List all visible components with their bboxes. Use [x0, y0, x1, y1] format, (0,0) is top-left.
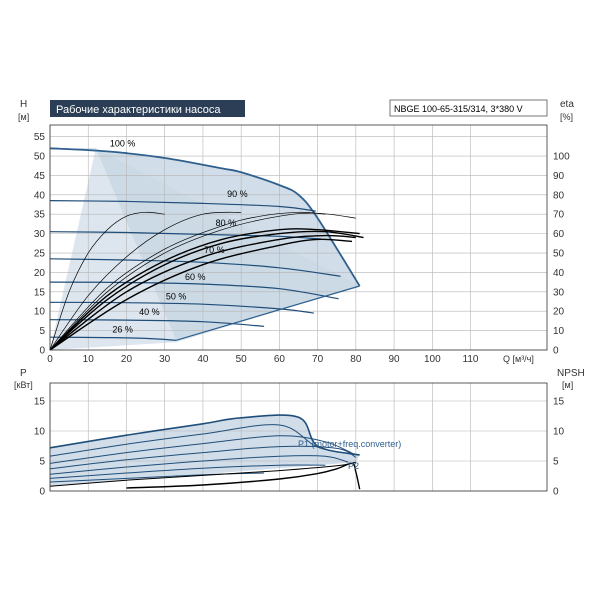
title-box — [50, 100, 245, 117]
npsh-tick-label: 10 — [553, 427, 565, 438]
y-tick-label: 25 — [34, 249, 46, 260]
p1-annotation: P1 (motor+freq.converter) — [298, 439, 401, 449]
efficiency-curve — [49, 228, 360, 351]
head-curve-90 — [49, 200, 316, 212]
efficiency-curve — [49, 211, 326, 351]
head-curve-40 — [49, 319, 265, 327]
power-curve — [49, 414, 360, 456]
p-tick-label: 0 — [39, 487, 45, 498]
head-curve-26 — [49, 336, 177, 341]
x-tick-label: 90 — [389, 354, 401, 365]
power-axis-label: P — [20, 368, 27, 379]
x-tick-label: 80 — [350, 354, 362, 365]
speed-label: 50 % — [166, 292, 187, 302]
power-curve — [49, 445, 357, 470]
p2-annotation: P2 — [348, 461, 359, 471]
plot-frame-bottom — [49, 382, 548, 492]
y2-tick-label: 0 — [553, 346, 559, 357]
npsh-tick-label: 0 — [553, 487, 559, 498]
y2-tick-label: 80 — [553, 190, 565, 201]
y-tick-label: 40 — [34, 190, 46, 201]
y2-tick-label: 20 — [553, 307, 565, 318]
speed-label: 26 % — [112, 325, 133, 335]
y2-tick-label: 90 — [553, 171, 565, 182]
speed-label: 90 % — [227, 189, 248, 199]
region-boundary-bottom — [175, 285, 360, 341]
p-tick-label: 10 — [34, 427, 46, 438]
chart-title: Рабочие характеристики насоса — [56, 104, 221, 116]
speed-label: 100 % — [110, 138, 136, 148]
x-tick-label: 0 — [47, 354, 53, 365]
speed-label: 40 % — [139, 307, 160, 317]
power-axis-unit: [кВт] — [14, 380, 33, 390]
npsh-curve — [126, 462, 361, 490]
y-tick-label: 15 — [34, 287, 46, 298]
npsh-tick-label: 5 — [553, 457, 559, 468]
y-tick-label: 45 — [34, 171, 46, 182]
model-label: NBGE 100-65-315/314, 3*380 V — [394, 104, 523, 114]
efficiency-curve — [49, 212, 356, 351]
efficiency-curve — [49, 230, 364, 351]
x-tick-label: 30 — [159, 354, 171, 365]
p-tick-label: 15 — [34, 397, 46, 408]
y2-tick-label: 40 — [553, 268, 565, 279]
efficiency-curve — [49, 234, 356, 351]
head-curve-70 — [49, 258, 341, 277]
plot-frame — [49, 124, 548, 351]
speed-label: 70 % — [204, 245, 225, 255]
x-tick-label: 40 — [197, 354, 209, 365]
y2-axis-unit: [%] — [560, 112, 573, 122]
x-tick-label: 50 — [236, 354, 248, 365]
x-tick-label: 60 — [274, 354, 286, 365]
power-curve — [49, 461, 356, 487]
y-tick-label: 5 — [39, 326, 45, 337]
y2-tick-label: 60 — [553, 229, 565, 240]
y2-tick-label: 70 — [553, 210, 565, 221]
y2-tick-label: 100 — [553, 152, 570, 163]
model-label-box — [389, 99, 548, 117]
efficiency-curve — [49, 211, 165, 351]
y-tick-label: 0 — [39, 346, 45, 357]
power-curve — [49, 424, 356, 457]
y2-tick-label: 10 — [553, 326, 565, 337]
p-tick-label: 5 — [39, 457, 45, 468]
y2-tick-label: 30 — [553, 287, 565, 298]
x-tick-label: 20 — [121, 354, 133, 365]
npsh-tick-label: 15 — [553, 397, 565, 408]
y-axis-label: H — [20, 99, 27, 110]
x-tick-label: 10 — [83, 354, 95, 365]
y-tick-label: 10 — [34, 307, 46, 318]
efficiency-curve — [49, 211, 242, 351]
speed-label: 60 % — [185, 272, 206, 282]
x-tick-label: 70 — [312, 354, 324, 365]
speed-label: 80 % — [216, 218, 237, 228]
y-tick-label: 50 — [34, 152, 46, 163]
y-axis-unit: [м] — [18, 112, 29, 122]
x-axis-label: Q [м³/ч] — [503, 354, 534, 364]
y2-axis-label: eta — [560, 99, 574, 110]
power-curve — [49, 455, 349, 475]
power-curve — [49, 435, 356, 464]
npsh-axis-unit: [м] — [562, 380, 573, 390]
y-tick-label: 30 — [34, 229, 46, 240]
power-region — [50, 415, 360, 487]
x-tick-label: 110 — [463, 354, 479, 365]
power-curve — [49, 464, 326, 479]
y2-tick-label: 50 — [553, 249, 565, 260]
efficiency-curve — [49, 238, 353, 351]
y-tick-label: 35 — [34, 210, 46, 221]
npsh-axis-label: NPSH — [557, 368, 585, 379]
y-tick-label: 20 — [34, 268, 46, 279]
y-tick-label: 55 — [34, 132, 46, 143]
x-tick-label: 100 — [424, 354, 441, 365]
